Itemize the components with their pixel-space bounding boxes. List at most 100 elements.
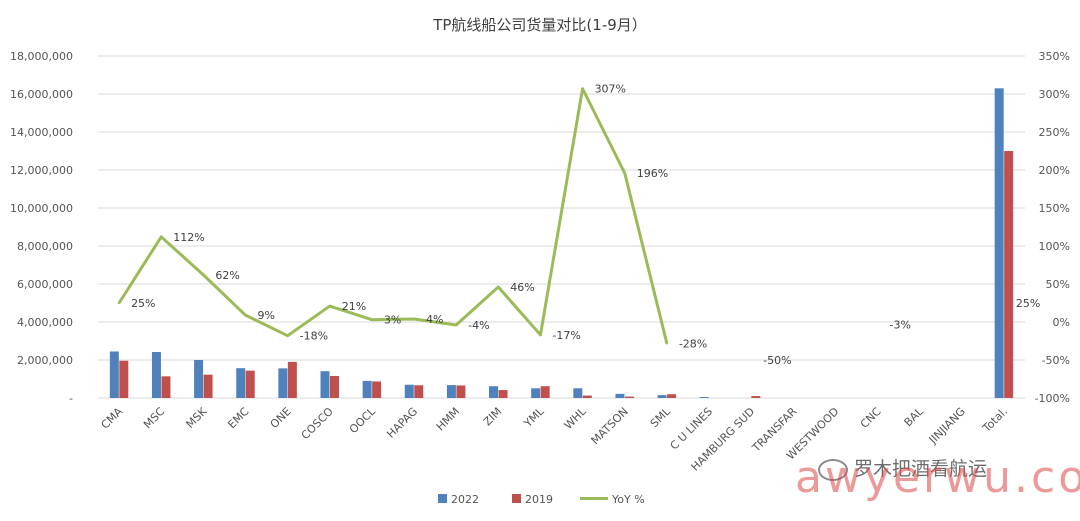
bar-2022-MSC [151, 352, 161, 398]
y-left-tick-label: 6,000,000 [17, 278, 73, 291]
wechat-watermark-text: 罗木把酒看航运 [854, 458, 988, 480]
y-right-tick-label: 0% [1053, 316, 1070, 329]
y-right-tick-label: 100% [1039, 240, 1070, 253]
category-label-HAPAG: HAPAG [384, 405, 420, 441]
y-right-tick-label: 200% [1039, 164, 1070, 177]
yoy-data-label-CNC: -3% [890, 318, 911, 331]
y-left-tick-label: 18,000,000 [10, 50, 73, 63]
y-left-tick-label: 8,000,000 [17, 240, 73, 253]
y-right-tick-label: 300% [1039, 88, 1070, 101]
yoy-point-COSCO [328, 304, 331, 308]
yoy-data-label-Total.: 25% [1016, 297, 1040, 310]
bar-2019-HMM [456, 385, 466, 398]
bar-2022-HMM [446, 385, 456, 398]
bar-2022-SML [657, 395, 667, 398]
y-left-tick-label: 12,000,000 [10, 164, 73, 177]
category-label-MATSON: MATSON [589, 405, 631, 447]
yoy-data-label-OOCL: 3% [384, 314, 401, 327]
bar-2022-ONE [278, 368, 288, 398]
category-label-YML: YML [521, 404, 547, 430]
bar-2022-YML [531, 388, 541, 398]
yoy-point-WHL [581, 87, 584, 90]
bar-2019-ONE [287, 361, 297, 398]
yoy-point-YML [539, 333, 542, 337]
legend-swatch-2019 [512, 494, 521, 503]
category-label-MSC: MSC [141, 405, 167, 431]
yoy-point-ONE [286, 334, 289, 337]
bar-2019-MSK [203, 374, 213, 398]
bar-2022-OOCL [362, 380, 372, 398]
yoy-data-label-ZIM: 46% [510, 281, 534, 294]
yoy-point-HAPAG [412, 317, 416, 321]
y-left-tick-label: 16,000,000 [10, 88, 73, 101]
yoy-data-label-YML: -17% [552, 329, 580, 342]
bar-2022-CMA [109, 351, 119, 398]
yoy-point-MSC [160, 235, 163, 239]
category-label-CNC: CNC [858, 405, 884, 431]
y-right-tick-label: 50% [1046, 278, 1070, 291]
category-label-MSK: MSK [184, 404, 210, 430]
bar-2019-MSC [161, 376, 171, 398]
yoy-point-MSK [202, 273, 205, 277]
bar-2019-ZIM [498, 390, 508, 398]
y-right-tick-label: 350% [1039, 50, 1070, 63]
bar-2022-COSCO [320, 371, 330, 398]
yoy-line-series [117, 87, 669, 345]
bar-2022-Total. [994, 88, 1004, 399]
bar-series [109, 88, 1014, 399]
wechat-icon [818, 458, 848, 481]
bar-2019-COSCO [330, 375, 339, 398]
yoy-data-label-SML: -28% [679, 337, 707, 350]
yoy-point-SML [665, 342, 669, 345]
category-label-COSCO: COSCO [299, 405, 336, 442]
bar-2019-YML [540, 386, 550, 398]
legend-swatch-2022 [438, 494, 447, 503]
chart-title: TP航线船公司货量对比(1-9月） [432, 16, 647, 34]
legend: 2022 2019 YoY % [438, 493, 645, 506]
yoy-line [117, 87, 669, 344]
yoy-data-label-ONE: -18% [300, 330, 328, 343]
yoy-point-CMA [117, 301, 121, 305]
category-label-WHL: WHL [562, 404, 590, 432]
category-label-BAL: BAL [902, 404, 927, 429]
yoy-data-label-EMC: 9% [257, 309, 274, 322]
yoy-data-label-MSK: 62% [215, 269, 239, 282]
wechat-watermark: 罗木把酒看航运 [818, 454, 987, 481]
yoy-point-EMC [244, 313, 247, 317]
bar-2019-HAPAG [414, 385, 424, 398]
category-label-OOCL: OOCL [347, 404, 379, 436]
yoy-data-label-WHL: 307% [595, 83, 626, 96]
bar-2022-HAPAG [404, 384, 414, 398]
legend-label-YoY %: YoY % [611, 493, 645, 506]
yoy-point-MATSON [623, 171, 626, 175]
category-label-Total.: Total. [980, 405, 1011, 436]
y-right-tick-label: 250% [1039, 126, 1070, 139]
yoy-point-ZIM [497, 285, 500, 289]
legend-label-2022: 2022 [451, 493, 479, 506]
bar-2019-CMA [119, 360, 129, 398]
category-label-JINJIANG: JINJIANG [926, 405, 968, 447]
yoy-data-label-MATSON: 196% [637, 167, 668, 180]
bar-2022-C U LINES [699, 397, 709, 398]
category-label-CMA: CMA [99, 405, 126, 432]
legend-label-2019: 2019 [525, 493, 553, 506]
y-right-tick-label: -50% [1042, 354, 1070, 367]
yoy-data-label-HAPAG: 4% [426, 313, 443, 326]
bar-2019-EMC [245, 370, 255, 398]
yoy-data-label-MSC: 112% [173, 231, 204, 244]
y-left-tick-label: 10,000,000 [10, 202, 73, 215]
bar-2022-ZIM [489, 386, 499, 398]
site-watermark: awyerwu.com [795, 452, 1080, 503]
gridlines [98, 55, 1025, 399]
yoy-point-OOCL [370, 318, 374, 321]
y-axis-left-ticks: - 2,000,000 4,000,000 6,000,000 8,000,000 10,… [10, 50, 73, 405]
y-right-tick-label: 150% [1039, 202, 1070, 215]
category-label-ONE: ONE [268, 405, 294, 431]
bar-2022-WHL [573, 388, 583, 398]
data-labels: 25% 112% 62% 9% -18% 21% 3% 4% -4% 46% -17% 307% 196… [131, 83, 1040, 367]
category-label-ZIM: ZIM [481, 405, 505, 429]
yoy-data-label-HMM: -4% [468, 319, 489, 332]
y-left-tick-label: 14,000,000 [10, 126, 73, 139]
bar-2019-MATSON [624, 396, 634, 398]
